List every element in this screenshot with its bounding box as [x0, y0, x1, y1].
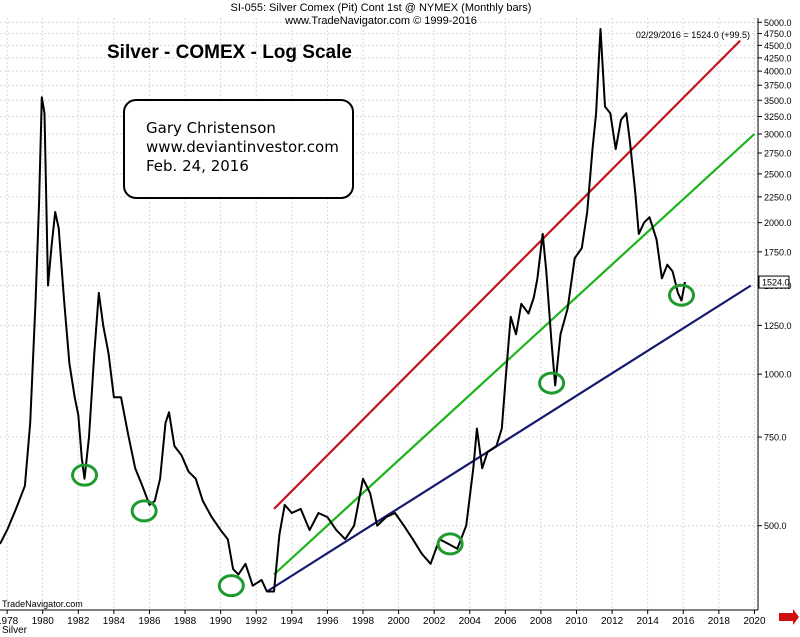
x-tick-label: 1990 — [210, 616, 233, 627]
x-tick-label: 2002 — [423, 616, 446, 627]
symbol-label: Silver — [2, 625, 28, 636]
x-tick-label: 2004 — [459, 616, 482, 627]
x-tick-label: 1992 — [245, 616, 268, 627]
y-tick-label: 4000.0 — [764, 67, 792, 77]
x-tick-label: 2014 — [637, 616, 660, 627]
x-tick-label: 1978 — [0, 616, 19, 627]
red-trendline — [273, 39, 741, 510]
x-tick-label: 1980 — [32, 616, 55, 627]
x-tick-label: 2008 — [530, 616, 553, 627]
low-circle — [217, 574, 245, 598]
x-tick-label: 2012 — [601, 616, 624, 627]
grid-layer — [0, 18, 758, 610]
last-quote-text: 02/29/2016 = 1524.0 (+99.5) — [636, 30, 750, 40]
x-tick-label: 2010 — [565, 616, 588, 627]
x-tick-label: 2016 — [672, 616, 695, 627]
x-tick-label: 1998 — [352, 616, 375, 627]
y-tick-label: 4750.0 — [764, 29, 792, 39]
x-tick-label: 2000 — [387, 616, 410, 627]
last-value-box — [758, 275, 790, 289]
annotation-box — [123, 99, 354, 199]
x-tick-label: 1986 — [138, 616, 161, 627]
y-tick-label: 4500.0 — [764, 41, 792, 51]
y-tick-label: 3250.0 — [764, 112, 792, 122]
y-tick-label: 1250.0 — [764, 321, 792, 331]
circle-layer — [71, 283, 695, 598]
annotation-date: Feb. 24, 2016 — [146, 157, 249, 175]
price-series-line — [0, 28, 686, 593]
y-tick-label: 1000.0 — [764, 370, 792, 380]
x-tick-label: 1988 — [174, 616, 197, 627]
y-tick-label: 5000.0 — [764, 18, 792, 28]
price-layer — [0, 28, 686, 593]
y-tick-label: 2000.0 — [764, 218, 792, 228]
x-tick-label: 2018 — [708, 616, 731, 627]
watermark: TradeNavigator.com — [2, 599, 83, 609]
low-circle — [667, 283, 695, 307]
y-tick-label: 2500.0 — [764, 169, 792, 179]
low-circle — [436, 532, 464, 556]
trendline-layer — [266, 39, 756, 593]
y-tick-label: 750.0 — [764, 433, 787, 443]
header-line-1: SI-055: Silver Comex (Pit) Cont 1st @ NY… — [231, 2, 532, 14]
annotation-website: www.deviantinvestor.com — [146, 138, 339, 156]
annotation-author: Gary Christenson — [146, 119, 276, 137]
y-axis: 500.0750.01000.01250.01500.01750.02000.0… — [757, 18, 792, 610]
y-tick-label: 3500.0 — [764, 96, 792, 106]
blue-trendline — [266, 284, 752, 593]
y-tick-label: 4250.0 — [764, 53, 792, 63]
y-tick-label: 2250.0 — [764, 192, 792, 202]
low-circle — [130, 499, 158, 523]
chart-title: Silver - COMEX - Log Scale — [107, 42, 352, 63]
low-circle — [538, 371, 566, 395]
x-tick-label: 2006 — [494, 616, 517, 627]
scroll-right-arrow-icon[interactable] — [779, 609, 799, 625]
x-axis: 1978 1980 1982 1984 1986 1988 1990 1992 1994 1996… — [0, 609, 766, 627]
x-tick-label: 1982 — [67, 616, 90, 627]
low-circle — [71, 463, 99, 487]
y-tick-label: 500.0 — [764, 521, 787, 531]
x-tick-label: 2020 — [743, 616, 766, 627]
green-trendline — [273, 133, 756, 576]
y-tick-label: 2750.0 — [764, 149, 792, 159]
y-tick-label: 3000.0 — [764, 129, 792, 139]
y-tick-label: 1750.0 — [764, 247, 792, 257]
y-tick-label: 3750.0 — [764, 81, 792, 91]
last-value-label: 1524.0 — [762, 278, 790, 288]
x-tick-label: 1994 — [281, 616, 304, 627]
x-tick-label: 1996 — [316, 616, 339, 627]
x-tick-label: 1984 — [103, 616, 126, 627]
header-line-2: www.TradeNavigator.com © 1999-2016 — [284, 15, 477, 27]
